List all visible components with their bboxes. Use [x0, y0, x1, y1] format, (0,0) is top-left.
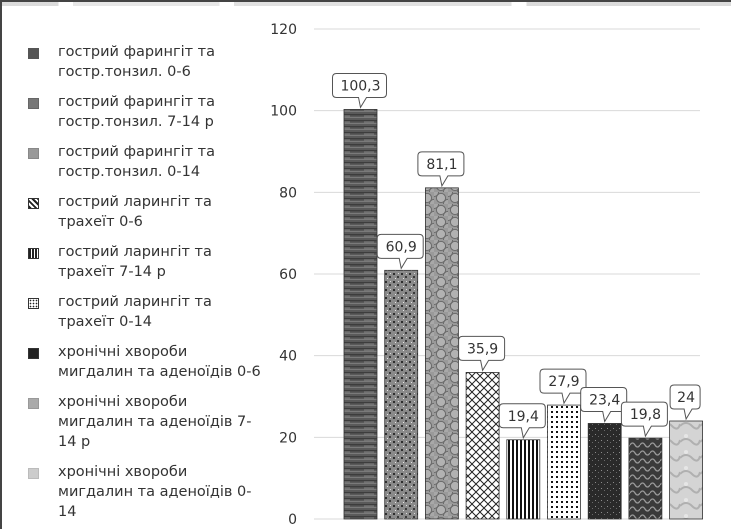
data-label: 19,4 — [498, 403, 546, 440]
bar — [587, 423, 622, 520]
data-label-text: 23,4 — [589, 392, 620, 408]
legend-item: хронічні хвороби мигдалин та аденоїдів 0… — [8, 342, 266, 382]
legend-swatch — [28, 298, 39, 309]
data-label-text: 100,3 — [340, 78, 380, 94]
bar — [547, 404, 581, 520]
bar — [628, 437, 663, 520]
y-tick-label: 0 — [288, 512, 297, 528]
bar — [424, 187, 459, 520]
bar — [506, 439, 541, 520]
legend-label: гострий ларингіт та трахеїт 0-6 — [58, 194, 212, 230]
legend-swatch — [28, 48, 39, 59]
data-label-text: 24 — [677, 390, 695, 406]
legend-item: гострий ларингіт та трахеїт 0-14 — [8, 292, 266, 332]
data-label-bubble — [417, 151, 465, 188]
legend-item: хронічні хвороби мигдалин та аденоїдів 0… — [8, 462, 266, 522]
data-label-bubble — [376, 233, 424, 270]
data-label-bubble — [669, 384, 701, 421]
data-label-bubble — [620, 401, 668, 438]
legend-item: гострий фарингіт та гостр.тонзил. 0-6 — [8, 42, 266, 82]
legend-label: гострий ларингіт та трахеїт 7-14 р — [58, 244, 212, 280]
bar — [465, 372, 500, 520]
legend-label: хронічні хвороби мигдалин та аденоїдів 0… — [58, 464, 252, 520]
legend-item: гострий ларингіт та трахеїт 7-14 р — [8, 242, 266, 282]
data-label-bubble — [458, 335, 506, 372]
legend-label: гострий фарингіт та гостр.тонзил. 7-14 р — [58, 94, 215, 130]
bar — [384, 269, 419, 520]
legend-item: гострий ларингіт та трахеїт 0-6 — [8, 192, 266, 232]
data-label: 35,9 — [458, 335, 506, 372]
bars — [343, 109, 703, 520]
y-tick-label: 100 — [270, 104, 297, 120]
legend-label: хронічні хвороби мигдалин та аденоїдів 7… — [58, 394, 252, 450]
data-label: 100,3 — [332, 72, 387, 109]
legend-item: гострий фарингіт та гостр.тонзил. 0-14 — [8, 142, 266, 182]
legend-swatch — [28, 248, 39, 259]
data-label: 60,9 — [376, 233, 424, 270]
data-label-text: 19,8 — [630, 407, 661, 423]
gridlines — [314, 28, 700, 520]
data-label: 23,4 — [580, 386, 628, 423]
left-border — [0, 0, 2, 529]
legend-label: гострий ларингіт та трахеїт 0-14 — [58, 294, 212, 330]
data-label: 27,9 — [539, 368, 587, 405]
legend-item: гострий фарингіт та гостр.тонзил. 7-14 р — [8, 92, 266, 132]
data-label-text: 27,9 — [548, 374, 579, 390]
legend-label: гострий фарингіт та гостр.тонзил. 0-6 — [58, 44, 215, 80]
data-label: 24 — [669, 384, 701, 421]
y-tick-label: 20 — [279, 430, 297, 446]
bar — [669, 420, 703, 520]
top-border — [0, 0, 731, 8]
legend-item: хронічні хвороби мигдалин та аденоїдів 7… — [8, 392, 266, 452]
y-tick-label: 40 — [279, 349, 297, 365]
data-label-text: 19,4 — [508, 409, 539, 425]
legend-label: гострий фарингіт та гостр.тонзил. 0-14 — [58, 144, 215, 180]
legend-swatch — [28, 98, 39, 109]
legend-swatch — [28, 348, 39, 359]
data-label-text: 35,9 — [467, 341, 498, 357]
y-tick-labels: 0 20 40 60 80 100 120 — [270, 22, 297, 528]
legend-swatch — [28, 398, 39, 409]
legend: гострий фарингіт та гостр.тонзил. 0-6 го… — [8, 42, 266, 532]
data-label-text: 60,9 — [386, 239, 417, 255]
legend-swatch — [28, 198, 39, 209]
data-label: 19,8 — [620, 401, 668, 438]
data-label-bubble — [498, 403, 546, 440]
bar — [343, 109, 378, 520]
data-label-bubble — [580, 386, 628, 423]
data-label-bubble — [539, 368, 587, 405]
y-tick-label: 80 — [279, 185, 297, 201]
data-label: 81,1 — [417, 151, 465, 188]
legend-swatch — [28, 148, 39, 159]
data-label-bubble — [332, 72, 387, 109]
data-labels: 100,3 60,9 81,1 35,9 19,4 27,9 23,4 19,8 24 — [332, 72, 701, 440]
y-tick-label: 60 — [279, 267, 297, 283]
y-tick-label: 120 — [270, 22, 297, 38]
legend-label: хронічні хвороби мигдалин та аденоїдів 0… — [58, 344, 261, 380]
legend-swatch — [28, 468, 39, 479]
data-label-text: 81,1 — [426, 157, 457, 173]
